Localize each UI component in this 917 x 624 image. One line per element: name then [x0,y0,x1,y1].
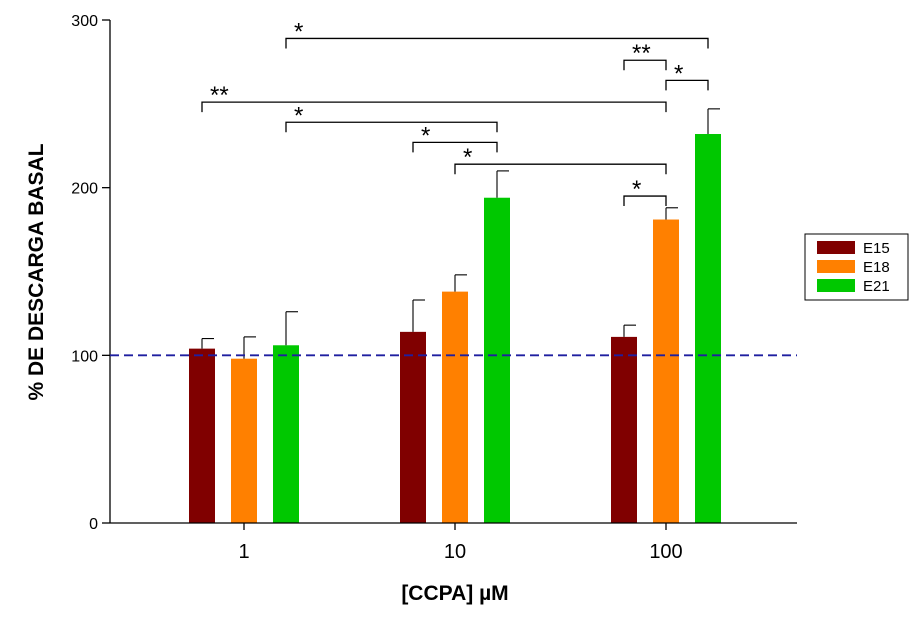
error-bars-layer [201,108,720,359]
bar [484,197,510,523]
significance-bracket [623,195,667,207]
legend: E15 E18 E21 [804,233,909,301]
x-tick-label: 1 [238,541,249,563]
x-axis-title: [CCPA] µM [401,582,508,605]
legend-label: E18 [863,259,890,276]
y-tick-label: 200 [71,181,98,198]
y-tick-label: 0 [89,516,98,533]
bar [400,331,426,523]
significance-label: ** [632,40,651,67]
bar [611,336,637,523]
bars-layer [189,134,721,524]
significance-bracket [285,121,498,133]
significance-label: ** [210,82,229,109]
legend-label: E21 [863,278,890,295]
bar [189,348,215,523]
significance-bracket [623,59,667,71]
significance-label: * [421,122,430,149]
significance-bracket [201,101,667,113]
y-axis-title: % DE DESCARGA BASAL [25,143,48,400]
axes-layer: 0 100 200 300 1 10 100 [71,13,797,563]
legend-label: E15 [863,240,890,257]
bar [273,345,299,523]
significance-label: * [674,60,683,87]
significance-label: * [294,102,303,129]
bar [653,219,679,524]
significance-label: * [294,18,303,45]
legend-swatch [817,241,855,254]
y-tick-label: 300 [71,13,98,30]
significance-layer: ********** [201,18,709,207]
x-tick-label: 10 [444,541,466,563]
bar [442,291,468,523]
x-tick-label: 100 [649,541,682,563]
significance-bracket [665,79,709,91]
bar [231,358,257,523]
significance-bracket [454,163,667,175]
bar [695,134,721,523]
legend-swatch [817,260,855,273]
significance-bracket [285,37,709,49]
significance-label: * [463,144,472,171]
y-tick-label: 100 [71,348,98,365]
significance-bracket [412,141,498,153]
legend-swatch [817,279,855,292]
significance-label: * [632,176,641,203]
